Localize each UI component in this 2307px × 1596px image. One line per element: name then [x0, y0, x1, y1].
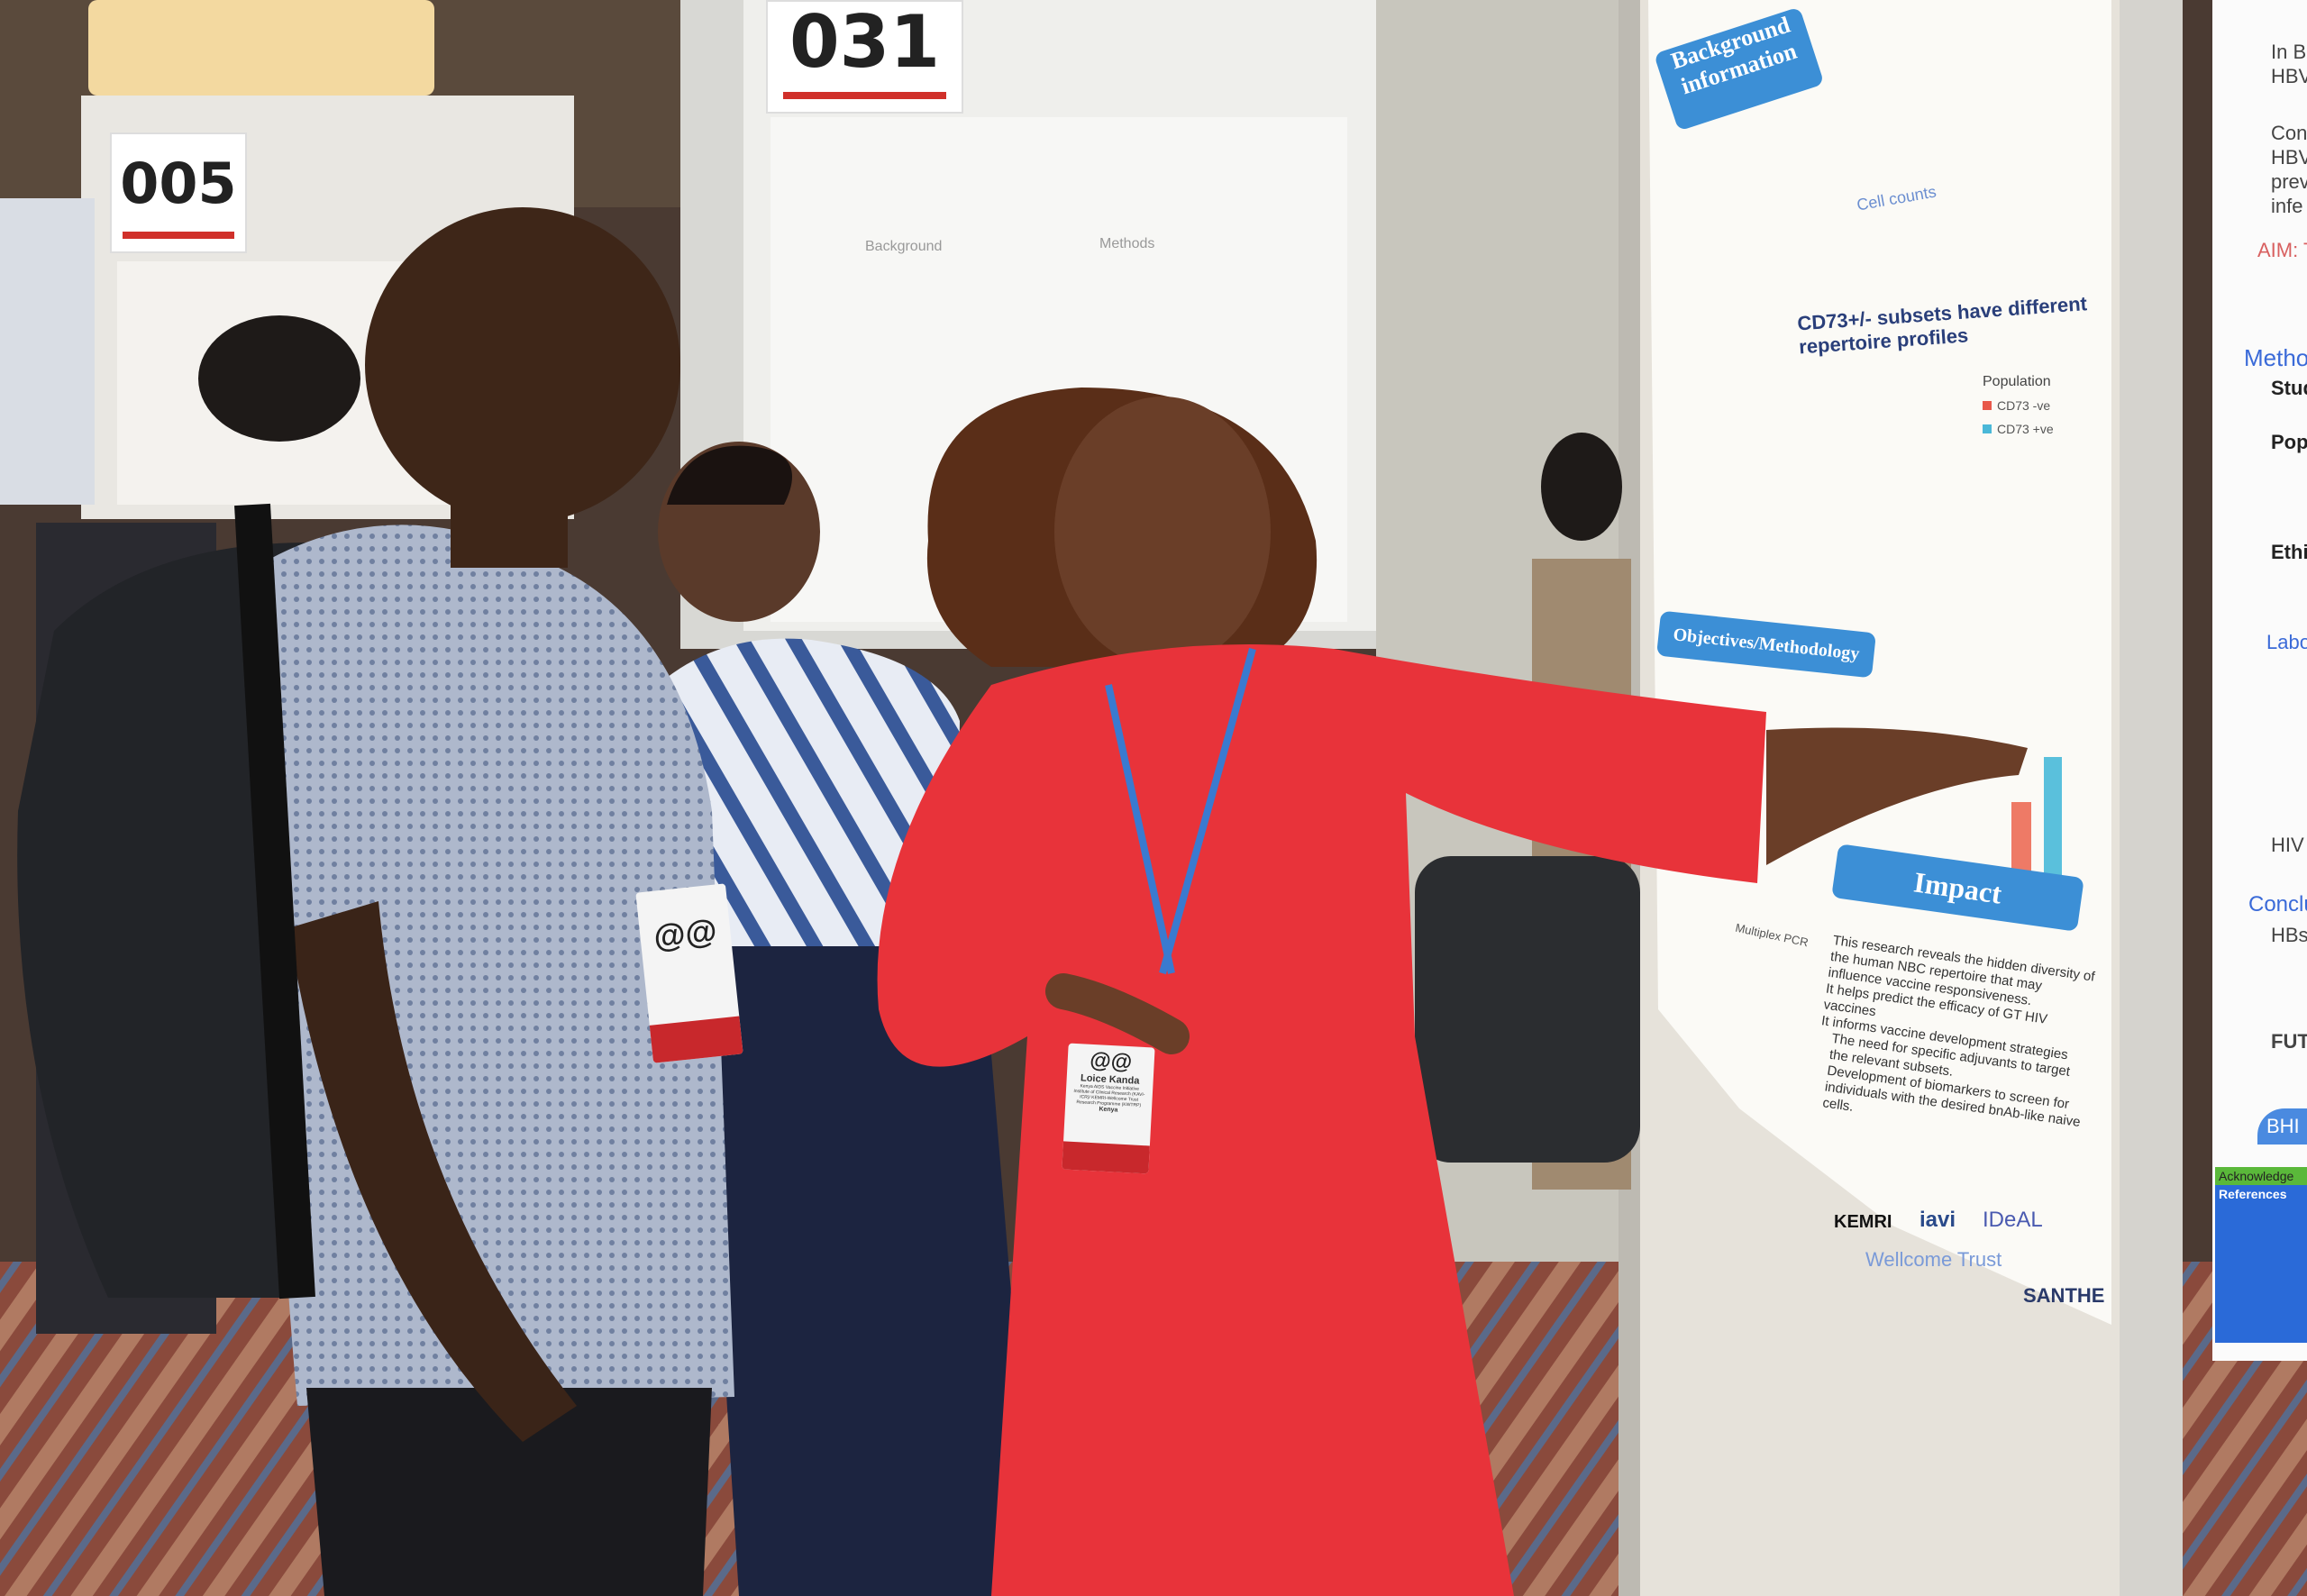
- right-poster-item: HBsA: [2271, 924, 2307, 946]
- center-poster-heading-methods: Methods: [1099, 236, 1155, 251]
- man-neck: [451, 469, 568, 568]
- right-poster-text: Cons: [2271, 122, 2307, 144]
- right-poster-aim: AIM: T: [2257, 239, 2307, 261]
- lanyard: [1105, 684, 1175, 974]
- poster-number-text: 005: [120, 150, 237, 216]
- right-poster-text: In B: [2271, 41, 2307, 63]
- presenter-pointing-hand: [1766, 727, 2028, 865]
- poster-number-text: 031: [789, 0, 940, 84]
- man-name-badge: @@: [635, 883, 743, 1063]
- right-poster-item: HIV: [2271, 834, 2304, 856]
- right-poster-item: Popu: [2271, 431, 2307, 453]
- far-left-poster: [0, 198, 95, 505]
- poster-number-005: 005: [110, 132, 247, 253]
- man-arm: [288, 901, 577, 1442]
- right-poster-section: Metho: [2244, 344, 2307, 371]
- attendee-woman-shirt: [658, 638, 960, 964]
- logo-santhe: SANTHE: [2023, 1284, 2105, 1307]
- legend-item-cd73-neg: CD73 -ve: [1983, 398, 2050, 413]
- right-board-frame: [2120, 0, 2183, 1596]
- legend-item-cd73-pos: CD73 +ve: [1983, 422, 2054, 436]
- right-poster-text: HBV: [2271, 146, 2307, 169]
- right-poster-item: FUTU: [2271, 1030, 2307, 1053]
- impact-bullets: This research reveals the hidden diversi…: [1809, 933, 2102, 1147]
- legend-title: Population: [1983, 374, 2051, 389]
- logo-kemri: KEMRI: [1834, 1212, 1892, 1232]
- right-poster-text: infe: [2271, 195, 2303, 217]
- acknowledgements-label: Acknowledge: [2215, 1167, 2307, 1185]
- badge-spiral-logo: @@: [652, 911, 719, 955]
- legend-item-label: CD73 -ve: [1997, 398, 2051, 413]
- right-poster-logo: BHI: [2257, 1108, 2307, 1145]
- center-poster-heading-background: Background: [865, 239, 943, 254]
- legend-swatch-cyan: [1983, 424, 1992, 433]
- bar-chart-cyan: [2044, 757, 2062, 883]
- lanyard: [1159, 647, 1256, 975]
- ceiling-lamp: [88, 0, 434, 96]
- logo-wellcome-trust: Wellcome Trust: [1865, 1248, 2002, 1271]
- right-poster-item: Ethi: [2271, 541, 2307, 563]
- bar-chart-red: [2011, 802, 2031, 874]
- label-red-bar: [783, 92, 946, 99]
- attendee-woman-hair: [667, 445, 792, 505]
- logo-iavi: iavi: [1919, 1208, 1956, 1232]
- right-poster-references: Acknowledge References: [2215, 1167, 2307, 1343]
- presenter-hand: [1045, 973, 1190, 1054]
- right-poster-section: Labo: [2266, 631, 2307, 653]
- legend-item-label: CD73 +ve: [1997, 422, 2054, 436]
- badge-affiliation: Kenya AIDS Vaccine Initiative Institute …: [1073, 1083, 1145, 1108]
- impact-title: Impact: [1911, 865, 2004, 910]
- label-red-bar: [122, 232, 235, 239]
- presenter-head: [1054, 397, 1271, 667]
- logo-ideal: IDeAL: [1983, 1208, 2043, 1232]
- objectives-methodology-title: Objectives/Methodology: [1672, 625, 1861, 664]
- main-poster-paper: [1648, 0, 2111, 1325]
- right-poster-section: Conclu: [2248, 892, 2307, 917]
- background-bag: [1415, 856, 1640, 1163]
- right-poster-item: Stud: [2271, 377, 2307, 399]
- references-label: References: [2219, 1187, 2287, 1201]
- man-pants: [306, 1388, 712, 1596]
- legend-swatch-red: [1983, 401, 1992, 410]
- right-poster-text: HBV: [2271, 65, 2307, 87]
- man-head: [365, 207, 680, 523]
- presenter-red-outfit: [877, 644, 1766, 1596]
- right-poster-text: prev: [2271, 170, 2307, 193]
- badge-red-stripe: [1062, 1141, 1150, 1174]
- background-person-head: [198, 315, 360, 442]
- presenter-name-badge: @@ Loice Kanda Kenya AIDS Vaccine Initia…: [1062, 1043, 1155, 1174]
- attendee-woman-pants: [698, 946, 1036, 1596]
- poster-number-031: 031: [766, 0, 963, 114]
- background-person-head: [1541, 433, 1622, 541]
- backpack-strap: [234, 503, 315, 1300]
